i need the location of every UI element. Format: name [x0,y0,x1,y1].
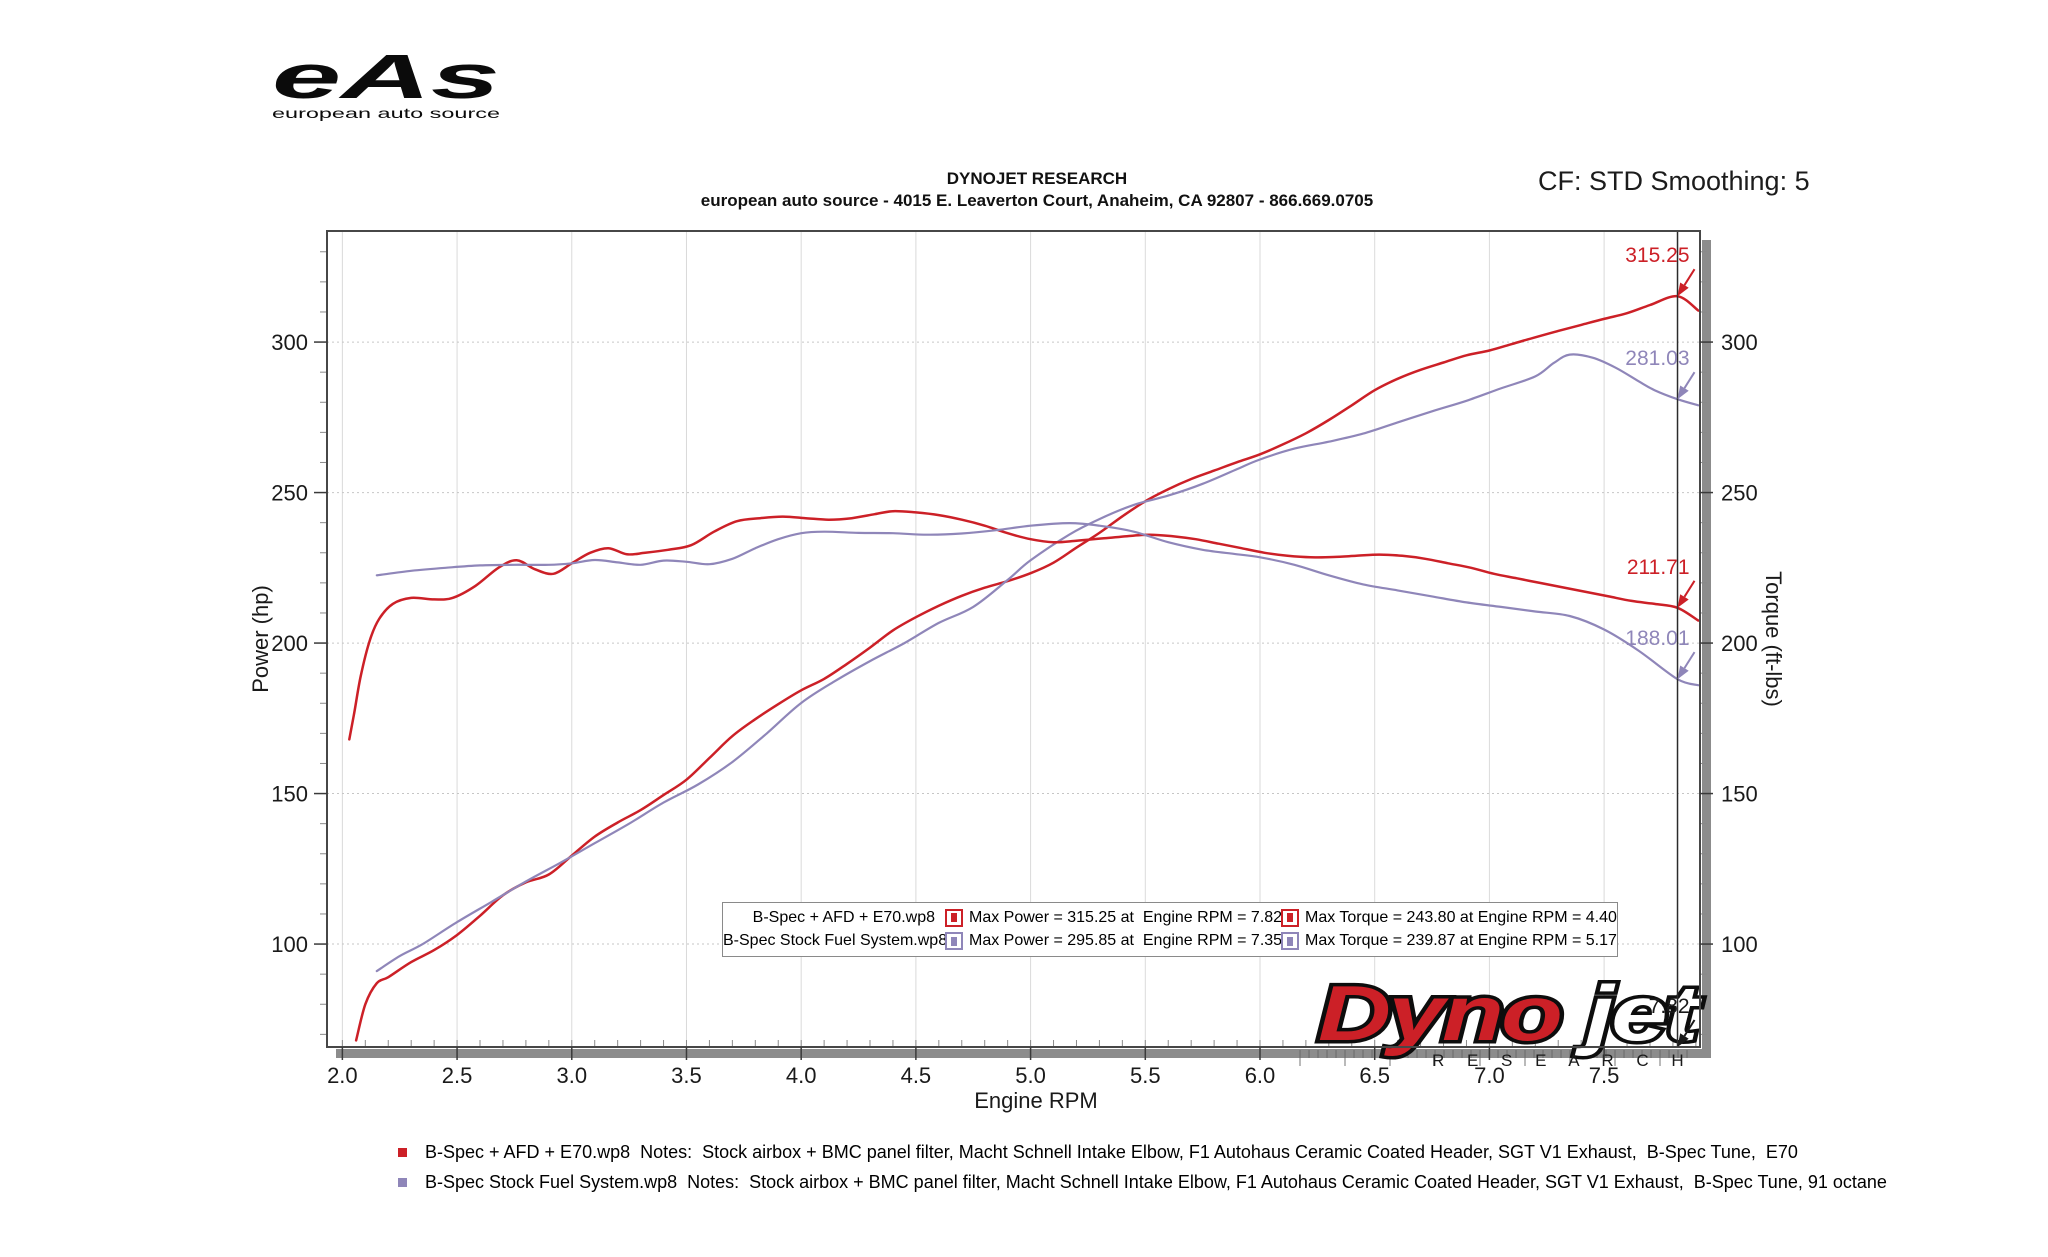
eas-logo-subtext: european auto source [272,105,500,121]
plot-frame [326,230,1701,1048]
callout-value-label: 7.82 [1649,995,1690,1018]
curve-power-stock [375,353,1700,973]
curves [348,294,1700,1042]
callout-arrow-head [1677,665,1689,680]
callout-arrow-head [1677,282,1689,297]
curve-torque-stock [375,522,1700,687]
series-marker-icon [945,908,963,927]
callout-arrow-shaft [1683,651,1696,669]
smoothing-label: CF: STD Smoothing: 5 [1538,166,1810,196]
series-marker-fill [951,913,957,923]
eas-logo-text: eAs [272,44,500,112]
series-bullet-icon [398,1178,407,1187]
plot-shadow [336,240,1711,1058]
report-header-address: european auto source - 4015 E. Leaverton… [700,191,1374,210]
x-tick-label: 3.0 [556,1063,587,1088]
series-marker-fill [951,936,957,946]
series-marker-icon [1281,932,1299,951]
x-tick-label: 2.5 [442,1063,473,1088]
plot-shadow-right [1702,240,1711,1058]
x-axis-title: Engine RPM [974,1088,1098,1113]
dynojet-logo: Dyno jet R E S E A R C H [1299,966,1708,1070]
x-tick-label: 6.5 [1359,1063,1390,1088]
eas-logo: eAs european auto source [266,43,516,129]
x-tick-label: 4.0 [786,1063,817,1088]
y-tick-label-left: 100 [271,932,308,957]
y-tick-label-right: 150 [1721,782,1758,807]
tick-labels: 2.0 2.5 3.0 3.5 4.0 4.5 5.0 5.5 6.0 6.5 7.0 7.5 100 1… [271,330,1757,1088]
x-tick-label: 7.5 [1589,1063,1620,1088]
y-tick-label-right: 100 [1721,932,1758,957]
run-notes: B-Spec + AFD + E70.wp8 Notes: Stock airb… [398,1142,1887,1202]
legend-box: B-Spec + AFD + E70.wp8 Max Power = 315.2… [722,902,1618,957]
series-marker-fill [1287,913,1293,923]
y-axis-title-left: Power (hp) [248,585,273,693]
report-header: DYNOJET RESEARCH european auto source - … [537,168,1537,212]
series-marker-icon [945,932,963,951]
x-tick-label: 5.5 [1130,1063,1161,1088]
curve-torque-afd-e70 [348,509,1700,741]
callouts: 315.25 281.03 211.71 188.01 7.82 [1625,244,1696,1047]
callout-arrow-shaft [1683,1019,1696,1037]
legend-row: B-Spec + AFD + E70.wp8 Max Power = 315.2… [723,908,1617,927]
y-axis-title-right: Torque (ft-lbs) [1761,571,1786,707]
series-marker-icon [1281,908,1299,927]
legend-run-name: B-Spec + AFD + E70.wp8 [752,908,935,926]
axis-ticks [314,341,1713,1060]
callout-arrow-head [1677,1033,1689,1047]
callout-arrow-head [1677,594,1689,608]
y-tick-label-right: 250 [1721,481,1758,506]
callout-arrow-shaft [1683,371,1696,389]
plot-shadow-bottom [336,1049,1711,1058]
y-tick-label-left: 150 [271,782,308,807]
legend-run-name: B-Spec Stock Fuel System.wp8 [723,932,948,950]
note-text: B-Spec Stock Fuel System.wp8 Notes: Stoc… [425,1172,1887,1192]
callout-arrow-shaft [1683,580,1696,598]
legend-max-power: Max Power = 315.25 at Engine RPM = 7.82 [969,908,1283,926]
dynojet-research-wordmark: R E S E A R C H [1432,1051,1693,1070]
x-tick-label: 3.5 [671,1063,702,1088]
note-row: B-Spec + AFD + E70.wp8 Notes: Stock airb… [398,1142,1887,1163]
callout-arrow-shaft [1683,268,1696,286]
eas-logo-graphic: eAs european auto source [272,43,500,121]
y-tick-label-right: 300 [1721,330,1758,355]
dynojet-wordmark-jet: jet [1574,969,1702,1057]
plot-border [326,230,1701,1048]
y-tick-label-right: 200 [1721,631,1758,656]
note-row: B-Spec Stock Fuel System.wp8 Notes: Stoc… [398,1172,1887,1193]
legend-max-torque: Max Torque = 243.80 at Engine RPM = 4.40 [1305,908,1617,926]
legend-max-power: Max Power = 295.85 at Engine RPM = 7.35 [969,932,1283,950]
y-tick-label-left: 200 [271,631,308,656]
x-tick-label: 5.0 [1015,1063,1046,1088]
callout-value-label: 211.71 [1627,556,1690,579]
dynojet-wordmark: Dyno jet [1318,969,1703,1057]
callout-value-label: 281.03 [1625,347,1689,370]
x-tick-label: 7.0 [1474,1063,1505,1088]
x-tick-label: 6.0 [1245,1063,1276,1088]
minor-ticks [320,251,1707,1047]
callout-arrow-head [1677,385,1689,400]
series-marker-fill [1287,936,1293,946]
dynojet-ruler-ticks [1299,1050,1688,1066]
note-text: B-Spec + AFD + E70.wp8 Notes: Stock airb… [425,1142,1798,1162]
callout-value-label: 188.01 [1625,627,1689,650]
callout-value-label: 315.25 [1625,244,1689,267]
legend-max-torque: Max Torque = 239.87 at Engine RPM = 5.17 [1305,932,1617,950]
y-tick-label-left: 250 [271,481,308,506]
x-tick-label: 2.0 [327,1063,358,1088]
series-bullet-icon [398,1148,407,1157]
legend-row: B-Spec Stock Fuel System.wp8 Max Power =… [723,932,1617,951]
x-tick-label: 4.5 [901,1063,932,1088]
dynojet-wordmark-dyno: Dyno [1318,969,1561,1057]
report-header-title: DYNOJET RESEARCH [946,169,1128,188]
y-tick-label-left: 300 [271,330,308,355]
